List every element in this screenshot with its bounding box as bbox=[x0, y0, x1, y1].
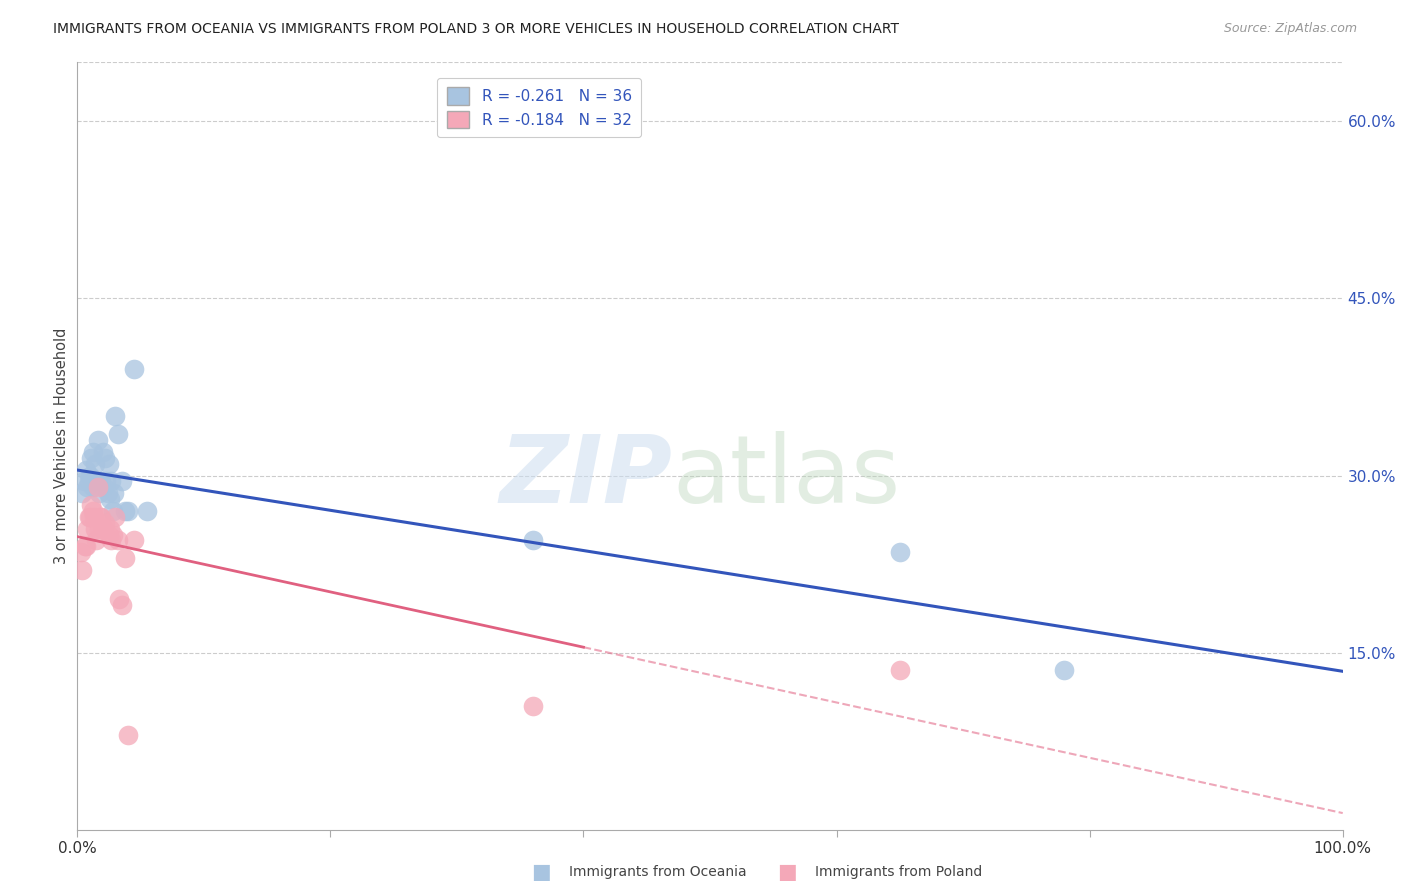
Point bbox=[91, 445, 114, 459]
Text: Immigrants from Oceania: Immigrants from Oceania bbox=[569, 865, 747, 880]
Point bbox=[96, 475, 118, 489]
Point bbox=[107, 427, 129, 442]
Text: ZIP: ZIP bbox=[499, 431, 672, 523]
Point bbox=[77, 475, 100, 489]
Point bbox=[97, 486, 120, 500]
Point bbox=[72, 486, 94, 500]
Point bbox=[89, 475, 111, 489]
Point bbox=[83, 509, 105, 524]
Point bbox=[98, 492, 121, 507]
Point bbox=[73, 475, 96, 489]
Text: ■: ■ bbox=[531, 863, 551, 882]
Point bbox=[522, 533, 544, 548]
Point bbox=[114, 504, 136, 518]
Point bbox=[83, 475, 105, 489]
Point bbox=[86, 480, 108, 494]
Point bbox=[90, 509, 112, 524]
Point bbox=[72, 563, 94, 577]
Point bbox=[104, 409, 127, 424]
Point bbox=[111, 599, 132, 613]
Point bbox=[84, 522, 107, 536]
Point bbox=[90, 475, 112, 489]
Point bbox=[75, 539, 97, 553]
Point bbox=[101, 527, 124, 541]
Point bbox=[86, 533, 108, 548]
Point bbox=[87, 522, 110, 536]
Point bbox=[100, 533, 122, 548]
Point bbox=[70, 545, 93, 559]
Point bbox=[89, 509, 111, 524]
Point bbox=[76, 522, 98, 536]
Point bbox=[73, 539, 96, 553]
Point bbox=[98, 522, 121, 536]
Text: Immigrants from Poland: Immigrants from Poland bbox=[815, 865, 983, 880]
Point bbox=[103, 486, 125, 500]
Text: Source: ZipAtlas.com: Source: ZipAtlas.com bbox=[1223, 22, 1357, 36]
Point bbox=[94, 450, 117, 465]
Point bbox=[84, 457, 107, 471]
Point bbox=[98, 527, 120, 541]
Point bbox=[98, 457, 120, 471]
Point bbox=[117, 728, 139, 742]
Point bbox=[124, 362, 146, 376]
Point bbox=[108, 592, 131, 607]
Point bbox=[79, 468, 101, 483]
Text: IMMIGRANTS FROM OCEANIA VS IMMIGRANTS FROM POLAND 3 OR MORE VEHICLES IN HOUSEHOL: IMMIGRANTS FROM OCEANIA VS IMMIGRANTS FR… bbox=[53, 22, 900, 37]
Point bbox=[100, 475, 122, 489]
Point bbox=[93, 522, 115, 536]
Text: ■: ■ bbox=[778, 863, 797, 882]
Point bbox=[87, 486, 110, 500]
Point bbox=[522, 698, 544, 713]
Point bbox=[82, 445, 104, 459]
Point bbox=[75, 462, 97, 476]
Point bbox=[86, 475, 108, 489]
Legend: R = -0.261   N = 36, R = -0.184   N = 32: R = -0.261 N = 36, R = -0.184 N = 32 bbox=[437, 78, 641, 137]
Point bbox=[104, 509, 127, 524]
Point bbox=[889, 545, 911, 559]
Y-axis label: 3 or more Vehicles in Household: 3 or more Vehicles in Household bbox=[53, 328, 69, 564]
Point bbox=[107, 533, 129, 548]
Point bbox=[889, 663, 911, 677]
Point bbox=[101, 504, 124, 518]
Point bbox=[1053, 663, 1076, 677]
Point bbox=[82, 504, 104, 518]
Point bbox=[93, 480, 115, 494]
Point bbox=[80, 450, 103, 465]
Point bbox=[136, 504, 159, 518]
Point bbox=[114, 551, 136, 566]
Point bbox=[91, 522, 114, 536]
Point bbox=[94, 516, 117, 530]
Point bbox=[117, 504, 139, 518]
Point bbox=[82, 480, 104, 494]
Point bbox=[111, 475, 132, 489]
Point bbox=[79, 509, 101, 524]
Point bbox=[124, 533, 146, 548]
Point bbox=[86, 433, 108, 447]
Point bbox=[77, 509, 100, 524]
Point bbox=[80, 498, 103, 512]
Point bbox=[76, 480, 98, 494]
Text: atlas: atlas bbox=[672, 431, 900, 523]
